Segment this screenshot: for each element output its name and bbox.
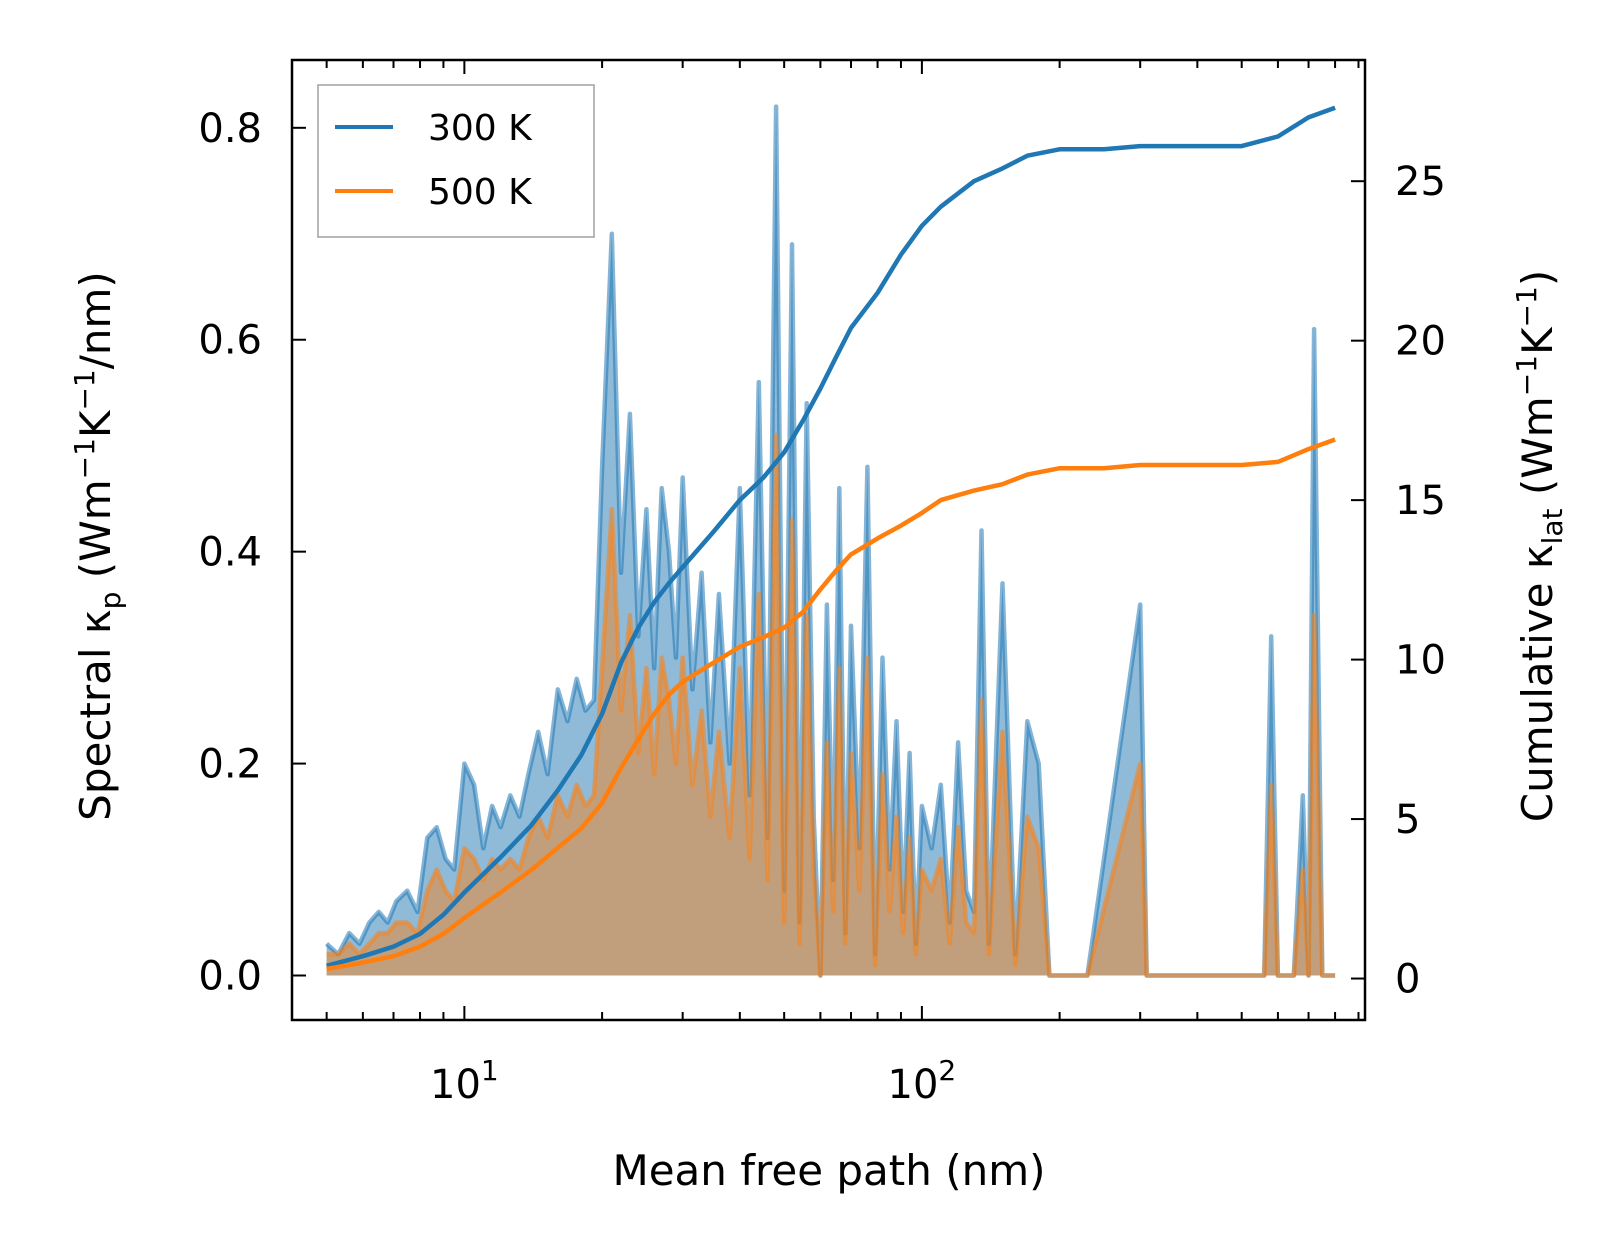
left-y-tick-label: 0.6 (198, 318, 262, 364)
left-y-tick-label: 0.8 (198, 106, 262, 152)
cumulative-line-500k (326, 437, 1336, 972)
legend-label-500k: 500 K (428, 172, 533, 213)
plot-area (325, 104, 1336, 978)
left-y-tick-label: 0.4 (198, 530, 262, 576)
x-tick-label-base: 10 (888, 1062, 939, 1108)
left-y-tick-label: 0.2 (198, 742, 262, 788)
legend-label-300k: 300 K (428, 108, 533, 149)
plot-frame (290, 58, 1367, 1022)
left-y-tick-label: 0.0 (198, 953, 262, 999)
x-tick-label: 101 (430, 1054, 499, 1108)
right-axis-label: Cumulative κlat (Wm−1K−1) (1510, 270, 1569, 822)
right-y-tick-label: 5 (1395, 797, 1420, 843)
spectral-area-500k (326, 435, 1336, 976)
left-axis-label: Spectral κp (Wm−1K−1/nm) (68, 271, 127, 821)
right-y-tick-label: 0 (1395, 957, 1420, 1003)
spectral-line-300k (325, 104, 1336, 978)
x-tick-label-exponent: 2 (938, 1054, 956, 1087)
right-y-tick-label: 15 (1395, 478, 1446, 524)
cumulative-line-300k (326, 105, 1336, 968)
legend-frame (317, 84, 595, 238)
x-axis-label: Mean free path (nm) (612, 1146, 1045, 1195)
x-tick-label-exponent: 1 (481, 1054, 499, 1087)
legend: 300 K 500 K (317, 84, 595, 238)
x-tick-label: 102 (888, 1054, 957, 1108)
x-tick-label-base: 10 (430, 1062, 481, 1108)
plot-series-group (325, 104, 1336, 978)
right-y-tick-label: 25 (1395, 159, 1446, 205)
right-y-tick-label: 20 (1395, 319, 1446, 365)
right-y-tick-label: 10 (1395, 638, 1446, 684)
